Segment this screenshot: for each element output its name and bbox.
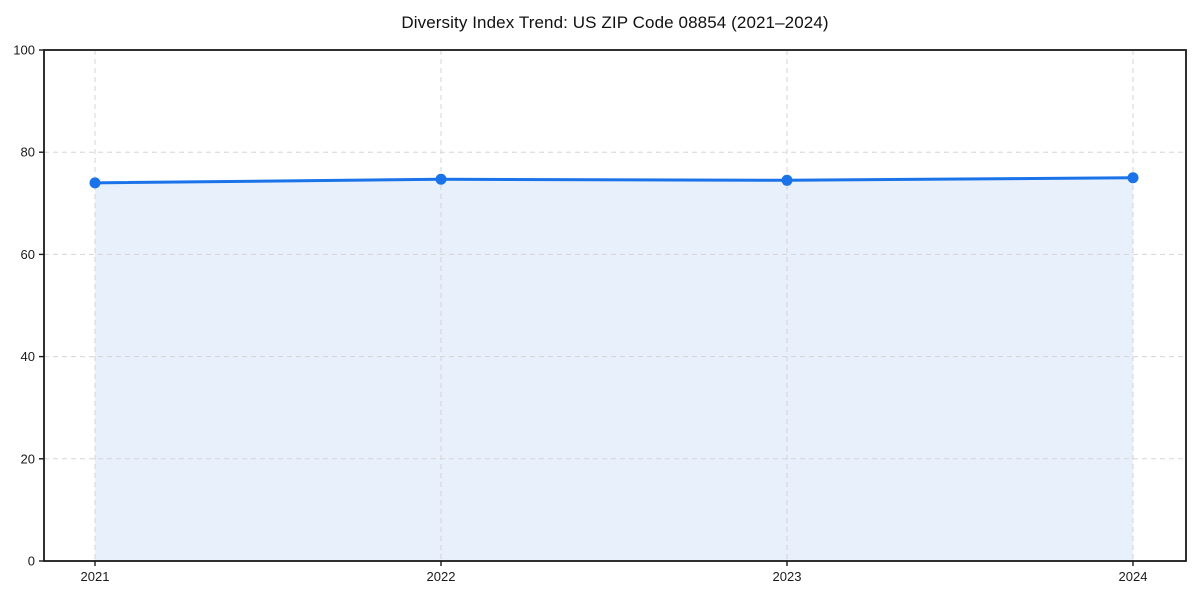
y-tick-label: 60 (21, 247, 35, 262)
x-tick-label: 2023 (773, 569, 802, 584)
y-tick-label: 100 (13, 43, 35, 58)
tick-labels: 0 20 40 60 80 100 2021 2022 2023 2024 (13, 43, 1147, 585)
x-tick-label: 2024 (1119, 569, 1148, 584)
data-point-marker (435, 173, 447, 185)
area-fill (95, 177, 1133, 561)
x-tick-label: 2022 (427, 569, 456, 584)
data-points (89, 172, 1139, 189)
axes-spines (43, 49, 1187, 562)
data-point-marker (781, 174, 793, 186)
gridlines (44, 50, 1186, 561)
tick-marks (39, 49, 1134, 566)
chart-title: Diversity Index Trend: US ZIP Code 08854… (401, 13, 829, 32)
y-tick-label: 40 (21, 349, 35, 364)
trend-line (93, 176, 1135, 185)
y-tick-label: 80 (21, 145, 35, 160)
y-tick-label: 0 (28, 554, 35, 569)
data-point-marker (1127, 172, 1139, 184)
data-point-marker (89, 177, 101, 189)
y-tick-label: 20 (21, 451, 35, 466)
x-tick-label: 2021 (81, 569, 110, 584)
